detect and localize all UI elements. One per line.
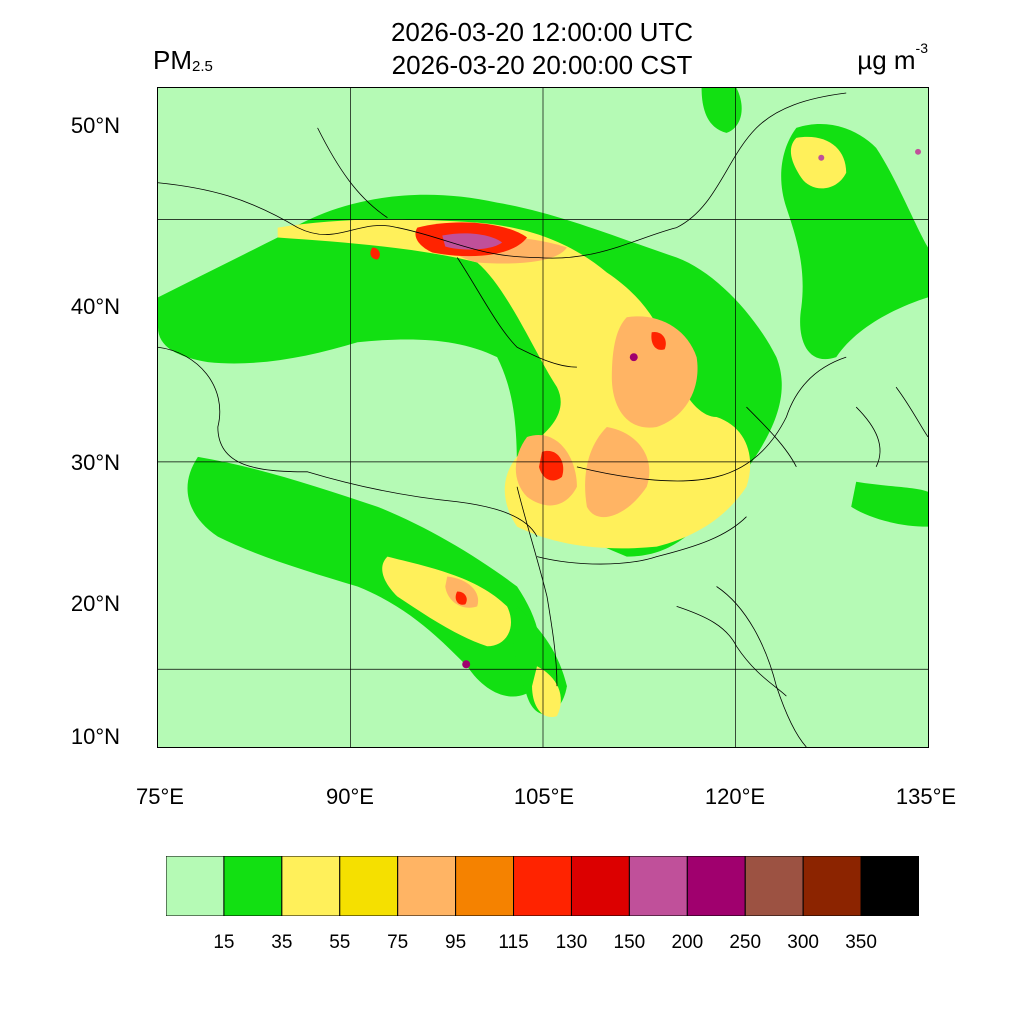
variable-main: PM bbox=[153, 45, 192, 75]
colorbar-box-1 bbox=[223, 856, 283, 916]
colorbar bbox=[166, 856, 919, 916]
colorbar-box-8 bbox=[628, 856, 688, 916]
lon-label-90: 90°E bbox=[326, 784, 374, 809]
lat-label-10: 10°N bbox=[70, 724, 120, 749]
lon-label-120: 120°E bbox=[704, 784, 766, 809]
boundary-lines bbox=[158, 92, 928, 747]
lat-label-50: 50°N bbox=[70, 113, 120, 138]
colorbar-box-5 bbox=[455, 856, 515, 916]
lon-label-105: 105°E bbox=[513, 784, 575, 809]
colorbar-box-10 bbox=[744, 856, 804, 916]
colorbar-label-300: 300 bbox=[787, 932, 819, 953]
unit-main: µg m bbox=[857, 45, 916, 75]
colorbar-box-3 bbox=[339, 856, 399, 916]
colorbar-label-350: 350 bbox=[845, 932, 877, 953]
colorbar-label-15: 15 bbox=[213, 932, 235, 953]
variable-label: PM2.5 bbox=[153, 45, 213, 76]
colorbar-box-12 bbox=[860, 856, 919, 916]
graticule-lines bbox=[158, 88, 928, 747]
colorbar-label-200: 200 bbox=[671, 932, 704, 953]
colorbar-box-7 bbox=[570, 856, 630, 916]
colorbar-label-95: 95 bbox=[445, 932, 467, 953]
colorbar-label-250: 250 bbox=[729, 932, 762, 953]
unit-exponent: -3 bbox=[915, 40, 928, 57]
colorbar-label-35: 35 bbox=[271, 932, 293, 953]
unit-label: µg m-3 bbox=[857, 40, 928, 76]
colorbar-label-150: 150 bbox=[613, 932, 646, 953]
colorbar-label-130: 130 bbox=[555, 932, 588, 953]
colorbar-label-115: 115 bbox=[498, 932, 529, 953]
title-time-utc: 2026-03-20 12:00:00 UTC bbox=[390, 17, 694, 47]
variable-subscript: 2.5 bbox=[192, 58, 213, 75]
colorbar-box-11 bbox=[802, 856, 862, 916]
pm25-concentration-map bbox=[157, 87, 929, 748]
lat-label-20: 20°N bbox=[70, 591, 120, 616]
colorbar-box-0 bbox=[166, 856, 225, 916]
colorbar-box-2 bbox=[281, 856, 341, 916]
colorbar-box-4 bbox=[397, 856, 457, 916]
lat-label-30: 30°N bbox=[70, 450, 120, 475]
title-time-local: 2026-03-20 20:00:00 CST bbox=[391, 50, 693, 80]
lat-label-40: 40°N bbox=[70, 294, 120, 319]
colorbar-box-9 bbox=[686, 856, 746, 916]
lon-label-135: 135°E bbox=[895, 784, 957, 809]
colorbar-label-55: 55 bbox=[329, 932, 351, 953]
lon-label-75: 75°E bbox=[136, 784, 184, 809]
colorbar-box-6 bbox=[513, 856, 572, 916]
pollution-200-300-band bbox=[442, 148, 922, 669]
colorbar-label-75: 75 bbox=[387, 932, 409, 953]
